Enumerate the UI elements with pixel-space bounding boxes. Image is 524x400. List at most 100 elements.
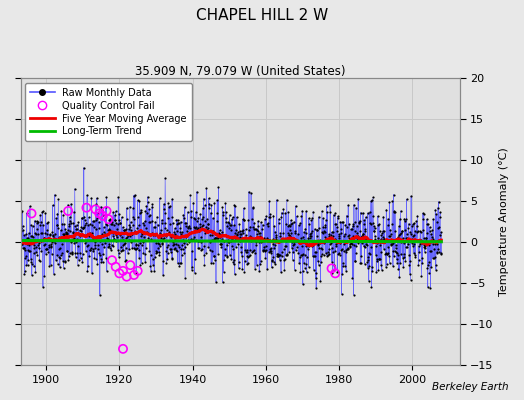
- Point: [62, 229, 70, 235]
- Point: [390, 252, 398, 259]
- Point: [348, 275, 357, 282]
- Point: [21, 255, 29, 261]
- Point: [320, 252, 328, 258]
- Point: [157, 232, 165, 239]
- Point: [207, 260, 215, 266]
- Point: [379, 234, 387, 240]
- Point: [220, 238, 228, 244]
- Point: [143, 230, 151, 236]
- Point: [413, 238, 421, 244]
- Point: [303, 237, 312, 243]
- Point: [165, 204, 173, 210]
- Point: [218, 236, 226, 242]
- Point: [200, 261, 209, 268]
- Point: [198, 246, 206, 252]
- Point: [347, 241, 356, 247]
- Point: [407, 231, 415, 237]
- Point: [71, 250, 80, 256]
- Point: [287, 230, 296, 237]
- Point: [232, 226, 241, 233]
- Point: [359, 230, 367, 237]
- Point: [79, 251, 87, 257]
- Point: [17, 209, 26, 215]
- Point: [146, 218, 154, 225]
- Point: [345, 244, 354, 250]
- Point: [337, 226, 345, 232]
- Point: [68, 248, 76, 255]
- Point: [50, 236, 58, 243]
- Point: [27, 258, 35, 265]
- Point: [202, 224, 210, 230]
- Point: [412, 238, 420, 244]
- Point: [288, 257, 297, 263]
- Point: [79, 225, 88, 231]
- Point: [292, 247, 300, 254]
- Point: [430, 246, 439, 252]
- Point: [312, 284, 320, 291]
- Point: [357, 260, 365, 266]
- Point: [434, 225, 442, 232]
- Point: [336, 240, 344, 246]
- Point: [232, 234, 241, 241]
- Point: [341, 238, 349, 244]
- Point: [50, 235, 59, 241]
- Point: [225, 212, 234, 218]
- Point: [279, 245, 288, 252]
- Point: [368, 197, 376, 203]
- Point: [44, 219, 52, 225]
- Point: [281, 210, 289, 216]
- Point: [222, 252, 231, 259]
- Point: [385, 199, 394, 206]
- Point: [317, 259, 325, 265]
- Point: [368, 263, 376, 270]
- Point: [379, 236, 388, 242]
- Point: [231, 271, 239, 277]
- Point: [124, 232, 132, 238]
- Point: [436, 209, 444, 216]
- Point: [130, 245, 138, 252]
- Point: [355, 220, 363, 226]
- Point: [180, 220, 189, 227]
- Point: [409, 232, 418, 238]
- Point: [216, 232, 225, 238]
- Point: [317, 253, 325, 259]
- Point: [79, 225, 87, 231]
- Point: [264, 223, 272, 230]
- Point: [187, 237, 195, 243]
- Point: [294, 238, 303, 244]
- Point: [190, 234, 198, 240]
- Point: [67, 200, 75, 207]
- Point: [315, 245, 324, 251]
- Point: [27, 233, 36, 239]
- Point: [90, 224, 98, 230]
- Point: [152, 240, 160, 246]
- Point: [104, 216, 113, 222]
- Point: [29, 238, 37, 245]
- Point: [307, 217, 315, 224]
- Point: [116, 248, 125, 254]
- Point: [268, 258, 277, 265]
- Point: [42, 251, 50, 258]
- Point: [260, 235, 269, 241]
- Point: [181, 274, 189, 281]
- Point: [118, 237, 127, 244]
- Point: [215, 227, 224, 234]
- Point: [211, 234, 219, 241]
- Point: [313, 258, 322, 264]
- Point: [325, 231, 333, 237]
- Point: [136, 240, 144, 246]
- Point: [353, 230, 362, 236]
- Point: [377, 262, 385, 268]
- Point: [338, 246, 346, 252]
- Point: [130, 272, 138, 278]
- Point: [406, 228, 414, 235]
- Point: [212, 234, 221, 241]
- Point: [100, 224, 108, 231]
- Point: [78, 214, 86, 221]
- Point: [187, 236, 195, 242]
- Point: [30, 245, 39, 251]
- Point: [24, 262, 32, 269]
- Point: [134, 268, 142, 274]
- Point: [213, 197, 221, 203]
- Point: [20, 271, 29, 278]
